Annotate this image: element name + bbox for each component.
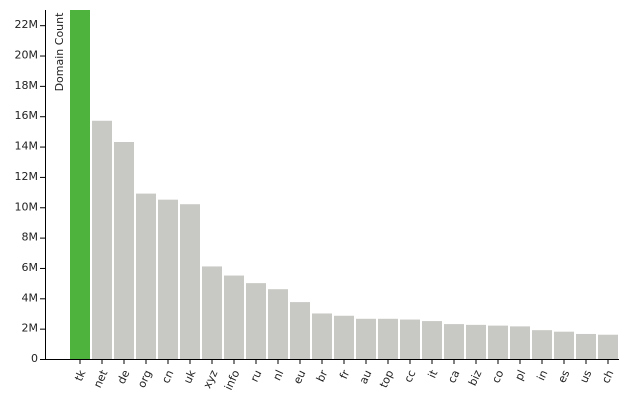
bar [598, 334, 618, 359]
bar [444, 324, 464, 359]
y-tick-label: 16M [15, 109, 39, 122]
bar [70, 10, 90, 359]
x-tick-label: us [577, 368, 594, 385]
x-tick-label: tk [72, 367, 89, 383]
bar [180, 204, 200, 359]
y-tick-label: 0 [31, 352, 38, 365]
y-tick-label: 12M [15, 170, 39, 183]
bar [466, 324, 486, 359]
bar [290, 302, 310, 359]
x-tick-label: info [222, 368, 243, 392]
bar [554, 331, 574, 359]
x-tick-label: in [534, 368, 550, 383]
x-tick-label: net [91, 367, 111, 389]
bar [114, 142, 134, 359]
x-tick-label: uk [181, 367, 199, 385]
y-tick-label: 6M [22, 261, 39, 274]
y-axis-label: Domain Count [53, 12, 66, 92]
x-tick-label: eu [291, 368, 309, 386]
x-tick-label: de [115, 368, 133, 386]
bar [400, 319, 420, 359]
y-tick-label: 4M [22, 291, 39, 304]
bar [532, 330, 552, 359]
bar [268, 289, 288, 359]
y-tick-label: 18M [15, 79, 39, 92]
x-tick-label: cc [402, 368, 419, 384]
x-tick-label: ru [248, 368, 265, 384]
bar [488, 325, 508, 359]
x-tick-label: ca [445, 368, 462, 385]
y-tick-label: 2M [22, 322, 39, 335]
bar [576, 333, 596, 359]
x-tick-label: biz [466, 368, 485, 388]
bar [356, 318, 376, 359]
bar [334, 315, 354, 359]
x-tick-label: ch [599, 368, 616, 385]
y-tick-label: 14M [15, 140, 39, 153]
bar [92, 120, 112, 359]
x-tick-label: fr [337, 368, 353, 382]
x-tick-label: es [555, 368, 572, 385]
x-tick-label: nl [270, 368, 286, 383]
bar [202, 266, 222, 359]
bar [224, 275, 244, 359]
x-tick-label: br [314, 368, 331, 384]
x-tick-label: au [357, 368, 375, 386]
bar [378, 318, 398, 359]
x-tick-label: it [426, 367, 441, 380]
x-tick-label: org [135, 368, 154, 390]
x-tick-label: co [489, 368, 506, 385]
bar [510, 326, 530, 359]
y-tick-label: 20M [15, 49, 39, 62]
x-tick-label: xyz [201, 368, 221, 391]
bar [312, 313, 332, 359]
bar [136, 193, 156, 359]
bar [422, 321, 442, 359]
bar [246, 283, 266, 359]
y-tick-label: 8M [22, 231, 39, 244]
bar [158, 199, 178, 359]
y-tick-label: 22M [15, 18, 39, 31]
y-tick-label: 10M [15, 200, 39, 213]
x-tick-label: cn [159, 368, 176, 385]
x-tick-label: pl [512, 368, 528, 383]
x-tick-label: top [377, 368, 396, 390]
